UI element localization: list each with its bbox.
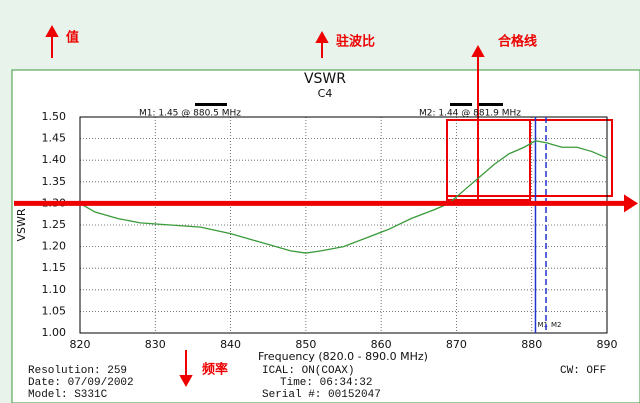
y-tick-label: 1.00 (42, 326, 67, 339)
marker-label: M1: 1.45 @ 880.5 MHz (139, 109, 241, 119)
y-tick-label: 1.15 (42, 261, 67, 274)
x-tick-label: 820 (70, 338, 91, 351)
chart-subtitle: C4 (318, 87, 333, 100)
data-line (79, 140, 608, 254)
y-tick-label: 1.50 (42, 110, 67, 123)
x-tick-label: 860 (371, 338, 392, 351)
info: Serial #: 00152047 (262, 389, 381, 401)
x-tick-label: 840 (220, 338, 241, 351)
plot-border (79, 116, 608, 334)
y-tick-label: 1.40 (42, 153, 67, 166)
marker-name: M1 (537, 321, 548, 329)
marker-label: M2: 1.44 @ 881.9 MHz (419, 109, 521, 119)
y-tick-label: 1.25 (42, 218, 67, 231)
y-tick-label: 1.05 (42, 304, 67, 317)
marker-name: M2 (551, 321, 562, 329)
annotation: 合格线 (498, 34, 537, 50)
y-tick-label: 1.20 (42, 240, 67, 253)
annotation: 值 (66, 30, 79, 46)
annotation: 驻波比 (336, 34, 375, 50)
info: ICAL: ON(COAX) (262, 365, 354, 377)
x-tick-label: 880 (521, 338, 542, 351)
decoration (450, 103, 472, 106)
x-axis-label: Frequency (820.0 - 890.0 MHz) (258, 350, 428, 363)
x-tick-label: 870 (446, 338, 467, 351)
limit-arrow (624, 194, 638, 213)
info: Model: S331C (28, 389, 108, 401)
y-tick-label: 1.10 (42, 283, 67, 296)
info: Time: 06:34:32 (280, 377, 372, 389)
info: Resolution: 259 (28, 365, 127, 377)
x-tick-label: 890 (597, 338, 618, 351)
info: CW: OFF (560, 365, 606, 377)
decoration (195, 103, 227, 106)
info: Date: 07/09/2002 (28, 377, 134, 389)
x-tick-label: 830 (145, 338, 166, 351)
y-axis-label: VSWR (15, 208, 28, 241)
annotation: 频率 (202, 362, 228, 378)
chart-title: VSWR (304, 71, 346, 87)
decoration (478, 103, 503, 106)
x-tick-label: 850 (295, 338, 316, 351)
y-tick-label: 1.35 (42, 175, 67, 188)
y-tick-label: 1.45 (42, 132, 67, 145)
